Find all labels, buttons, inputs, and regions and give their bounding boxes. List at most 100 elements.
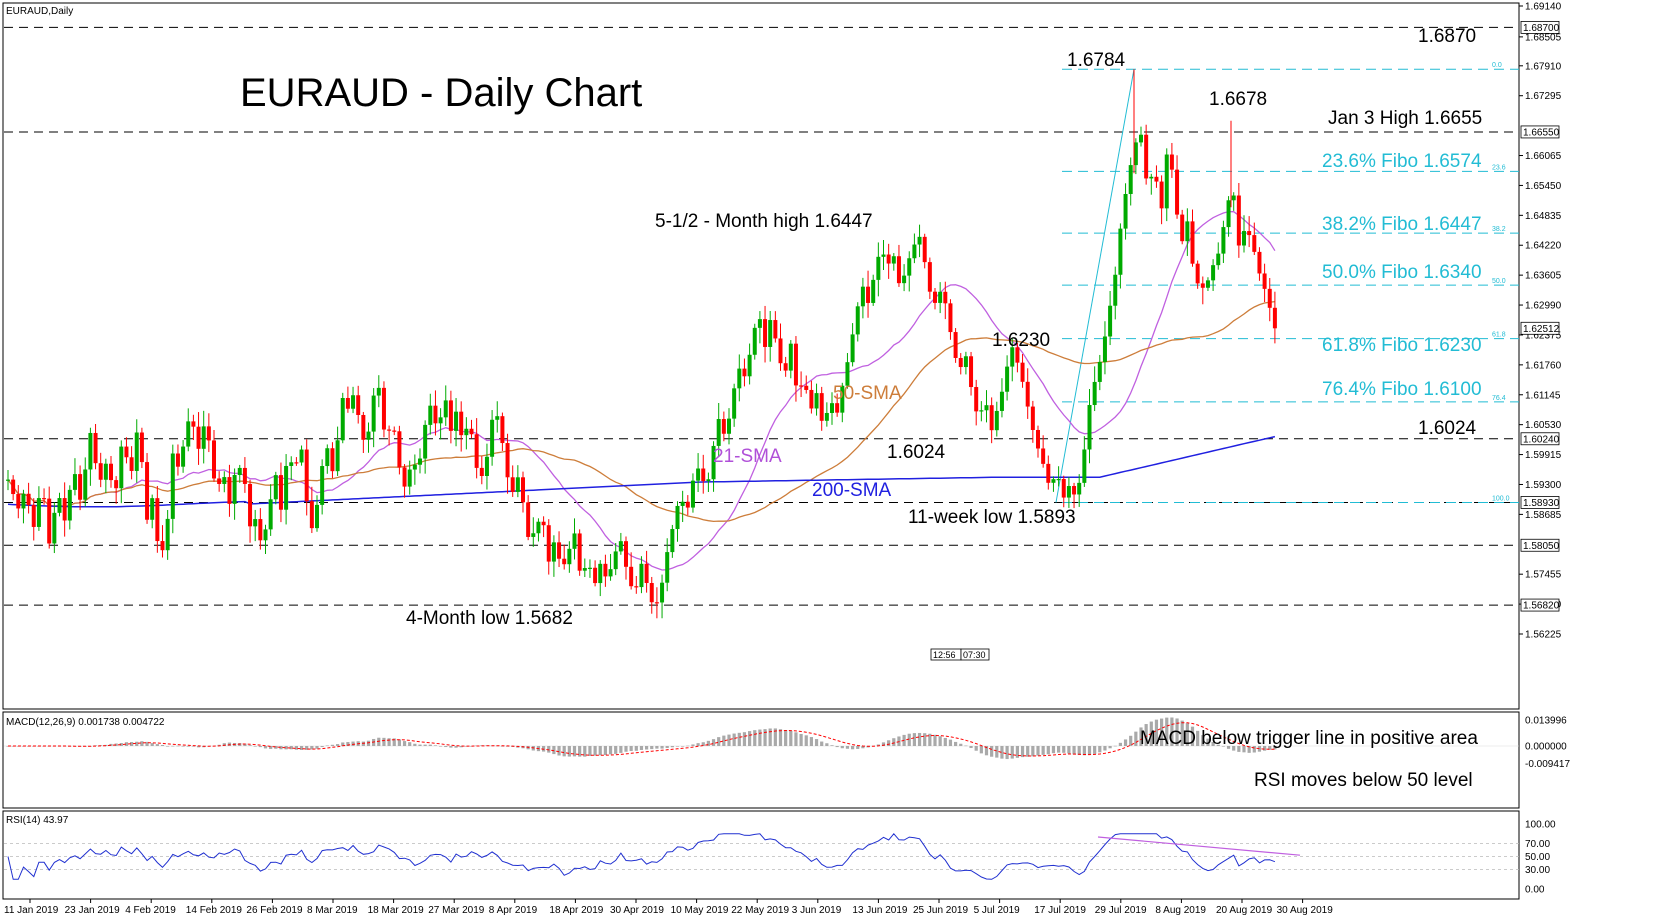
candle-bear [191,421,196,427]
macd-histogram-bar [155,744,159,746]
fib-ratio-label: 0.0 [1492,62,1502,69]
candle-bear [397,431,402,468]
candle-bull [299,449,304,463]
macd-histogram-bar [825,743,829,746]
annotation-1-6024-mid: 1.6024 [887,442,946,463]
rsi-line [7,833,1276,880]
candle-bear [603,563,608,577]
candle-bear [526,502,531,537]
macd-histogram-bar [320,746,324,748]
macd-histogram-bar [387,738,391,746]
price-tick-label: 1.69140 [1525,2,1562,13]
candle-bear [248,483,253,527]
macd-histogram-bar [439,746,443,747]
macd-histogram-bar [243,743,247,746]
date-label: 30 Apr 2019 [610,905,664,916]
candle-bull [675,505,680,530]
label-200-sma: 200-SMA [812,480,892,501]
candle-bull [88,432,93,470]
candle-bear [129,457,134,471]
macd-histogram-bar [1046,746,1050,755]
annotation-high-1-6678: 1.6678 [1209,89,1267,110]
candle-bull [752,327,757,355]
macd-histogram-bar [1087,746,1092,755]
macd-histogram-bar [603,746,607,756]
rsi-trend-line [1097,836,1301,856]
candle-bull [1005,366,1010,392]
macd-histogram-bar [789,730,793,746]
macd-histogram-bar [753,730,757,746]
macd-histogram-bar [196,746,201,748]
macd-histogram-bar [1041,746,1045,755]
label-50-sma: 50-SMA [833,383,902,404]
macd-histogram-bar [119,743,123,746]
date-label: 11 Jan 2019 [4,905,59,916]
price-tick-label: 1.63605 [1525,271,1562,282]
level-label-box [1520,598,1560,612]
candle-bull [855,306,860,335]
candle-bear [685,501,690,508]
candle-bull [315,504,319,529]
candle-bull [613,551,618,570]
macd-histogram-bar [608,746,613,755]
candle-bear [1262,273,1267,289]
macd-histogram-bar [1242,746,1246,753]
candle-bull [690,480,695,508]
macd-histogram-bar [423,744,427,746]
macd-histogram-bar [990,746,994,757]
candle-bull [747,354,752,377]
level-label: 1.60240 [1523,434,1560,445]
candle-bear [356,395,361,415]
annotation-fib-50-0: 50.0% Fibo 1.6340 [1322,262,1482,283]
candle-bear [361,414,366,440]
candle-bear [47,498,52,544]
candle-bear [1061,479,1066,498]
macd-histogram-bar [670,746,674,748]
macd-histogram-bar [1185,723,1189,746]
macd-histogram-bar [413,743,417,746]
date-label: 8 Mar 2019 [307,905,358,916]
macd-histogram-bar [1129,735,1133,746]
macd-histogram-bar [269,746,273,749]
candle-bull [1108,305,1113,337]
macd-histogram-bar [341,742,345,746]
macd-histogram-bar [639,746,644,750]
annotation-fib-61-8: 61.8% Fibo 1.6230 [1322,335,1482,356]
candle-bear [742,368,747,377]
macd-histogram-bar [1082,746,1086,756]
macd-tick-label: 0.013996 [1525,716,1567,727]
candle-bull [57,498,62,513]
macd-histogram-bar [979,746,983,754]
candle-bear [392,430,397,432]
macd-histogram-bar [114,743,118,746]
rsi-tick-label: 0.00 [1525,885,1545,896]
candle-bear [546,525,551,562]
candle-bear [175,453,180,467]
macd-histogram-bar [742,732,747,746]
candle-bear [278,475,283,510]
macd-histogram-bar [572,746,577,757]
date-label: 26 Feb 2019 [246,905,303,916]
date-label: 8 Aug 2019 [1155,905,1206,916]
candle-bull [984,405,989,411]
candle-bull [1128,165,1133,194]
candle-bull [1139,134,1143,143]
macd-histogram-bar [954,741,958,746]
macd-histogram-bar [1180,720,1184,746]
price-tick-label: 1.57455 [1525,570,1562,581]
annotation-fib-38-2: 38.2% Fibo 1.6447 [1322,214,1482,235]
macd-histogram-bar [418,744,422,746]
candle-bull [891,256,896,264]
candle-bull [222,477,227,484]
candle-bull [21,493,26,509]
macd-annotation: MACD below trigger line in positive area [1140,728,1478,749]
candle-bull [531,533,536,537]
candle-bull [407,469,412,487]
candle-bear [479,467,484,476]
date-label: 29 Jul 2019 [1095,905,1147,916]
price-tick-label: 1.66065 [1525,151,1562,162]
crosshair-time-tags: 12:56 07:30 [930,648,990,661]
candle-bull [36,498,41,527]
rsi-tick-label: 100.00 [1525,820,1556,831]
candle-bull [860,286,865,307]
